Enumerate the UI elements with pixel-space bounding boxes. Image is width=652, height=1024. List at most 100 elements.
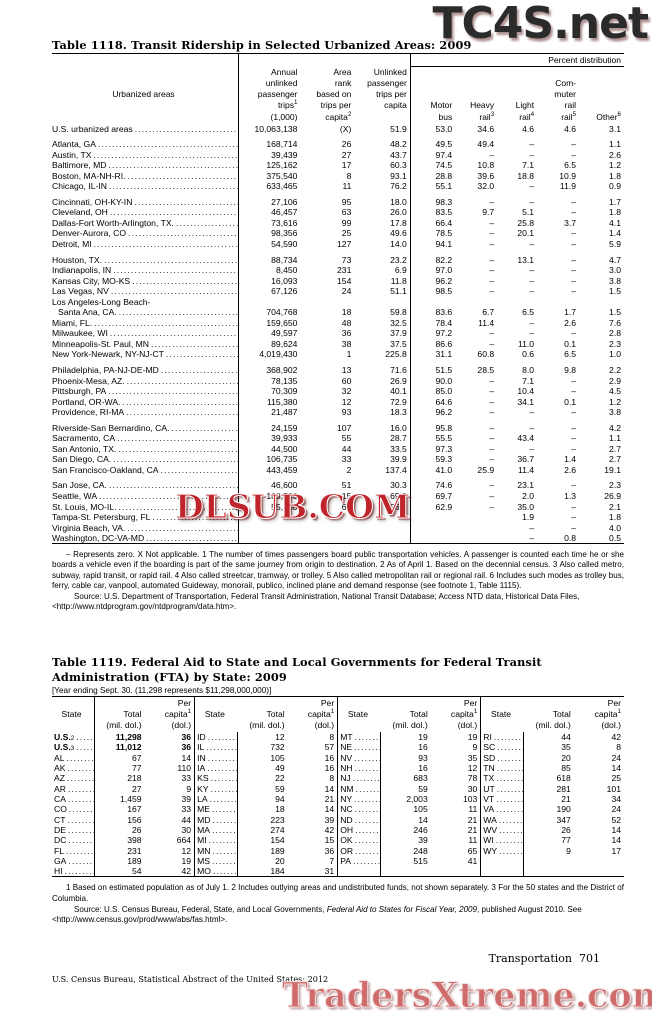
cell-total: 77	[94, 762, 145, 773]
cell-commuter: –	[571, 512, 577, 523]
footnote-marker-2: 2	[347, 110, 352, 118]
cell-other: 2.9	[609, 375, 621, 386]
cell-other: 2.1	[609, 501, 621, 512]
cell-light: 10.4	[517, 386, 535, 397]
t1119-header-per-3: Per	[430, 696, 481, 709]
cell-motorbus: 66.4	[409, 217, 456, 228]
table-row: Boston, MA-NH-RI........................…	[52, 170, 624, 181]
cell-total: 94	[237, 793, 288, 804]
cell-heavy: –	[489, 386, 495, 397]
cell-commuter: –	[571, 239, 577, 249]
cell-total: 49	[237, 762, 288, 773]
cell-total: 2,003	[380, 793, 431, 804]
cell-heavy	[455, 512, 497, 523]
cell-percapita: 34	[611, 794, 621, 804]
cell-percapita: 12	[181, 845, 192, 856]
table-row: AZ....................218 33KS...........…	[52, 772, 624, 784]
cell-rank: 25	[341, 228, 352, 239]
table-row: San Antonio, TX.........................…	[52, 443, 624, 454]
cell-motorbus: 96.2	[409, 406, 456, 418]
table-row: FL....................231 12MN...........…	[52, 845, 624, 856]
cell-heavy: –	[489, 407, 495, 418]
row-label-urbanized-area: Kansas City, MO-KS......................…	[52, 275, 238, 286]
cell-other: 0.9	[609, 181, 621, 192]
cell-motorbus: 28.8	[409, 170, 456, 181]
cell-motorbus: 78.4	[409, 317, 456, 328]
cell-heavy: –	[489, 422, 495, 433]
row-label-urbanized-area: Los Angeles-Long Beach-	[52, 296, 151, 307]
table-row: San Diego, CA...........................…	[52, 453, 624, 465]
header-rank-l4: trips per	[320, 100, 352, 111]
cell-state: TN....................	[480, 762, 524, 773]
cell-annual: 189,536	[238, 490, 301, 502]
cell-percapita: 24	[611, 752, 621, 763]
cell-percapita: 49.6	[390, 228, 407, 239]
row-label-urbanized-area: St. Louis, MO-IL........................…	[52, 501, 238, 512]
cell-state: CT....................	[54, 814, 94, 825]
cell-other: 1.5	[609, 307, 621, 318]
cell-total: 85	[523, 762, 574, 773]
t1119-header-unit-cap-4: (dol.)	[601, 720, 621, 731]
cell-percapita: 30.3	[390, 480, 407, 491]
cell-annual: 54,590	[238, 238, 301, 249]
cell-light: –	[529, 181, 535, 192]
t1119-header-unit-4: (mil. dol.)	[535, 720, 571, 731]
cell-motorbus: 96.2	[409, 275, 456, 286]
cell-annual: 70,309	[238, 385, 301, 397]
cell-rank: 27	[341, 149, 352, 160]
cell-commuter: –	[571, 149, 577, 160]
cell-motorbus: 86.6	[409, 338, 456, 349]
cell-light: –	[529, 443, 535, 454]
row-label-urbanized-area: Tampa-St. Petersburg, FL................…	[52, 512, 238, 523]
cell-commuter: 6.5	[564, 160, 577, 171]
t1119-header-row-3: (mil. dol.) (dol.) (mil. dol.) (dol.) (m…	[52, 720, 624, 732]
cell-percapita: 23.2	[390, 254, 407, 265]
cell-rank: 18	[341, 307, 352, 318]
cell-commuter: –	[571, 480, 577, 491]
header-heavy-l1: Heavy	[470, 100, 495, 111]
row-label-urbanized-area: Detroit, MI.............................…	[52, 239, 238, 249]
cell-light: 11.4	[518, 464, 535, 475]
cell-total: 26	[523, 824, 574, 836]
cell-percapita: 39	[181, 794, 192, 804]
table-1118-body: U.S. urbanized areas....................…	[52, 122, 624, 547]
cell-heavy: –	[489, 454, 495, 465]
cell-percapita: 44	[181, 814, 192, 825]
cell-total: 184	[237, 866, 288, 877]
cell-annual: 8,450	[238, 264, 301, 276]
cell-motorbus: 82.2	[409, 254, 456, 265]
cell-commuter: 2.6	[564, 464, 577, 475]
cell-commuter	[537, 296, 579, 307]
cell-percapita: 18.3	[390, 407, 407, 418]
cell-heavy: –	[489, 239, 495, 249]
cell-percapita: 9	[472, 742, 478, 753]
cell-annual: 46,600	[238, 479, 301, 491]
cell-percapita: 51.9	[390, 123, 407, 134]
cell-percapita: 33.5	[390, 443, 407, 454]
cell-state: SC....................	[480, 741, 524, 753]
table-row: Houston, TX.............................…	[52, 254, 624, 265]
cell-total: 281	[523, 783, 574, 794]
cell-total: 683	[380, 772, 431, 784]
cell-other: 2.3	[609, 338, 621, 349]
cell-commuter: –	[571, 254, 577, 265]
header-urbanized-areas: Urbanized areas	[112, 89, 175, 100]
cell-annual: 49,597	[238, 327, 301, 339]
t1119-header-capita-3: capita1	[450, 708, 478, 719]
cell-rank: 38	[341, 338, 352, 349]
cell-total: 1,459	[94, 793, 145, 804]
cell-heavy: 9.7	[482, 207, 495, 218]
footnote-marker-4: 4	[530, 110, 535, 118]
cell-motorbus: 64.6	[409, 396, 456, 407]
cell-rank: 36	[341, 328, 352, 339]
header-row-5: (1,000) capita2 bus rail3 rail4 rail5 Ot…	[52, 110, 624, 123]
cell-motorbus: 74.5	[409, 159, 456, 171]
cell-commuter: 2.6	[564, 317, 577, 328]
row-label-urbanized-area: Pittsburgh, PA..........................…	[52, 386, 238, 397]
cell-motorbus: 98.5	[409, 285, 456, 297]
cell-percapita: 14	[324, 804, 335, 815]
cell-rank: 15	[341, 491, 352, 502]
cell-motorbus: 59.3	[409, 453, 456, 465]
cell-percapita	[354, 533, 410, 544]
cell-annual: 168,714	[238, 138, 301, 150]
